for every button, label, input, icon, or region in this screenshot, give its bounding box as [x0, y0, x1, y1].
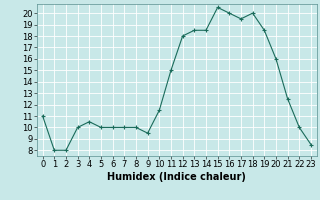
X-axis label: Humidex (Indice chaleur): Humidex (Indice chaleur): [108, 172, 246, 182]
